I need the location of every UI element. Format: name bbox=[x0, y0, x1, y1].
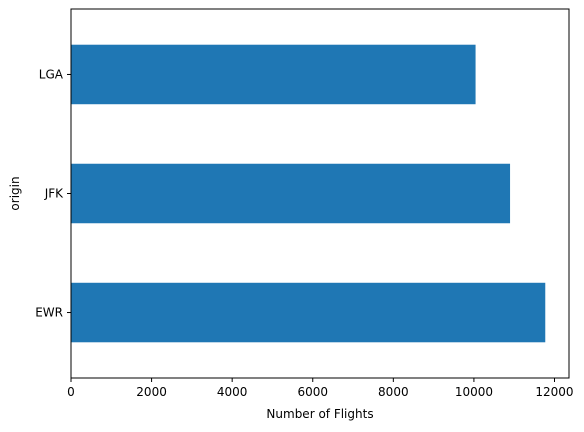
ticks-layer: EWR JFK LGA 0 2000 4000 6000 8000 10000 12000 bbox=[35, 67, 573, 399]
x-tick-label-0: 0 bbox=[67, 385, 75, 399]
bar-jfk bbox=[71, 163, 511, 224]
x-tick-label-2000: 2000 bbox=[136, 385, 167, 399]
x-tick-label-4000: 4000 bbox=[217, 385, 248, 399]
y-tick-label-jfk: JFK bbox=[44, 187, 64, 201]
x-tick-label-6000: 6000 bbox=[297, 385, 328, 399]
x-axis-label: Number of Flights bbox=[266, 407, 373, 421]
plot-frame bbox=[70, 8, 570, 379]
y-tick-label-lga: LGA bbox=[39, 67, 64, 81]
bar-lga bbox=[71, 44, 476, 105]
y-axis-label: origin bbox=[8, 176, 22, 210]
x-tick-label-8000: 8000 bbox=[378, 385, 409, 399]
x-tick-label-12000: 12000 bbox=[535, 385, 573, 399]
x-tick-label-10000: 10000 bbox=[455, 385, 493, 399]
bars-layer bbox=[71, 44, 546, 343]
bar-ewr bbox=[71, 282, 546, 343]
y-tick-label-ewr: EWR bbox=[35, 306, 63, 320]
